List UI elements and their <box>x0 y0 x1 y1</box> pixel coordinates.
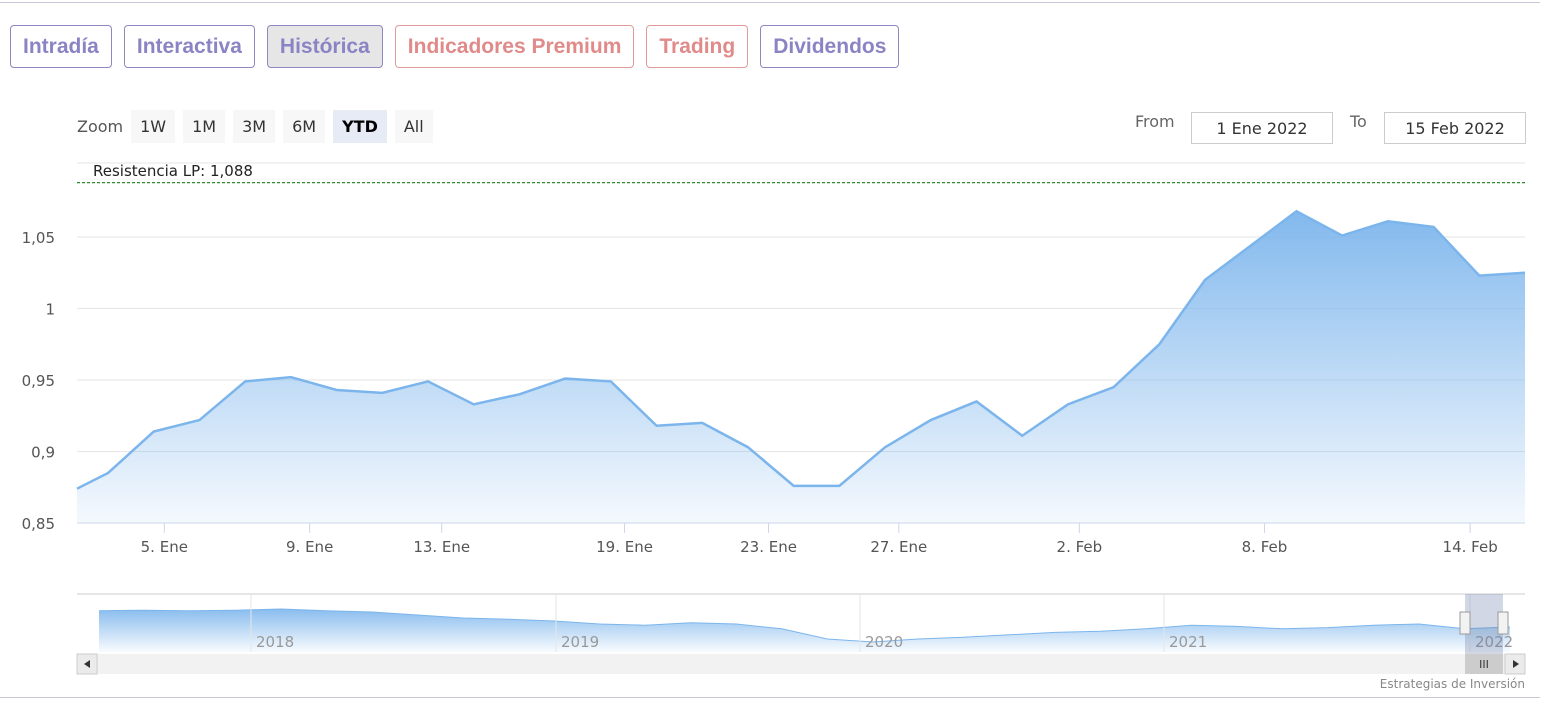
price-line <box>76 209 1526 490</box>
chart-credit[interactable]: Estrategias de Inversión <box>1379 677 1525 691</box>
x-tick-label: 27. Ene <box>870 538 927 556</box>
arrow-left-icon <box>84 660 90 668</box>
x-tick-label: 5. Ene <box>141 538 188 556</box>
scrollbar-grip-icon: III <box>1479 658 1489 671</box>
tab-historica[interactable]: Histórica <box>266 25 383 68</box>
x-tick-label: 2. Feb <box>1057 538 1103 556</box>
y-tick-label: 0,85 <box>22 515 55 533</box>
zoom-selector: Zoom 1W 1M 3M 6M YTD All <box>77 110 433 143</box>
navigator-year-label: 2020 <box>865 633 903 651</box>
x-tick-label: 14. Feb <box>1443 538 1498 556</box>
zoom-label: Zoom <box>77 117 124 136</box>
zoom-ytd-button[interactable]: YTD <box>333 110 387 143</box>
zoom-1w-button[interactable]: 1W <box>131 110 176 143</box>
x-tick-label: 13. Ene <box>413 538 470 556</box>
bottom-divider <box>0 697 1540 698</box>
tab-dividendos[interactable]: Dividendos <box>760 25 900 68</box>
y-tick-label: 0,9 <box>31 444 55 462</box>
y-tick-label: 1,05 <box>22 229 55 247</box>
zoom-all-button[interactable]: All <box>394 110 433 143</box>
y-tick-label: 1 <box>45 301 55 319</box>
scrollbar-track[interactable] <box>77 654 1525 674</box>
x-tick-label: 9. Ene <box>286 538 333 556</box>
navigator-area <box>99 609 1510 652</box>
x-tick-label: 23. Ene <box>740 538 797 556</box>
zoom-6m-button[interactable]: 6M <box>283 110 326 143</box>
tab-intradia[interactable]: Intradía <box>10 25 112 68</box>
navigator-year-label: 2022 <box>1475 633 1513 651</box>
resistance-label: Resistencia LP: 1,088 <box>93 162 253 180</box>
x-tick-label: 19. Ene <box>596 538 653 556</box>
y-tick-label: 0,95 <box>22 372 55 390</box>
scrollbar-thumb[interactable] <box>1465 654 1503 674</box>
top-divider <box>0 2 1540 3</box>
zoom-3m-button[interactable]: 3M <box>233 110 276 143</box>
chart-tabs: Intradía Interactiva Histórica Indicadores … <box>10 25 900 68</box>
navigator-handle[interactable] <box>1497 611 1509 635</box>
navigator-handle[interactable] <box>1459 611 1471 635</box>
navigator-year-label: 2019 <box>561 633 599 651</box>
arrow-right-icon <box>1513 660 1519 668</box>
to-date-input[interactable]: 15 Feb 2022 <box>1384 112 1526 144</box>
from-label: From <box>1135 112 1175 131</box>
tab-indicadores-premium[interactable]: Indicadores Premium <box>394 25 635 68</box>
tab-interactiva[interactable]: Interactiva <box>123 25 255 68</box>
from-date-input[interactable]: 1 Ene 2022 <box>1191 112 1333 144</box>
navigator-year-label: 2018 <box>256 633 294 651</box>
x-tick-label: 8. Feb <box>1242 538 1288 556</box>
navigator-line <box>98 608 1511 643</box>
price-area <box>77 211 1525 523</box>
navigator-year-label: 2021 <box>1169 633 1207 651</box>
tab-trading[interactable]: Trading <box>646 25 749 68</box>
zoom-1m-button[interactable]: 1M <box>183 110 226 143</box>
to-label: To <box>1350 112 1367 131</box>
